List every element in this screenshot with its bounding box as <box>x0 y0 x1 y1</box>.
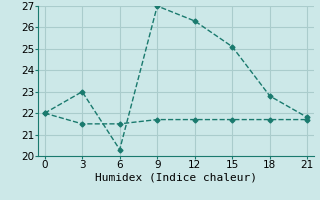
X-axis label: Humidex (Indice chaleur): Humidex (Indice chaleur) <box>95 173 257 183</box>
